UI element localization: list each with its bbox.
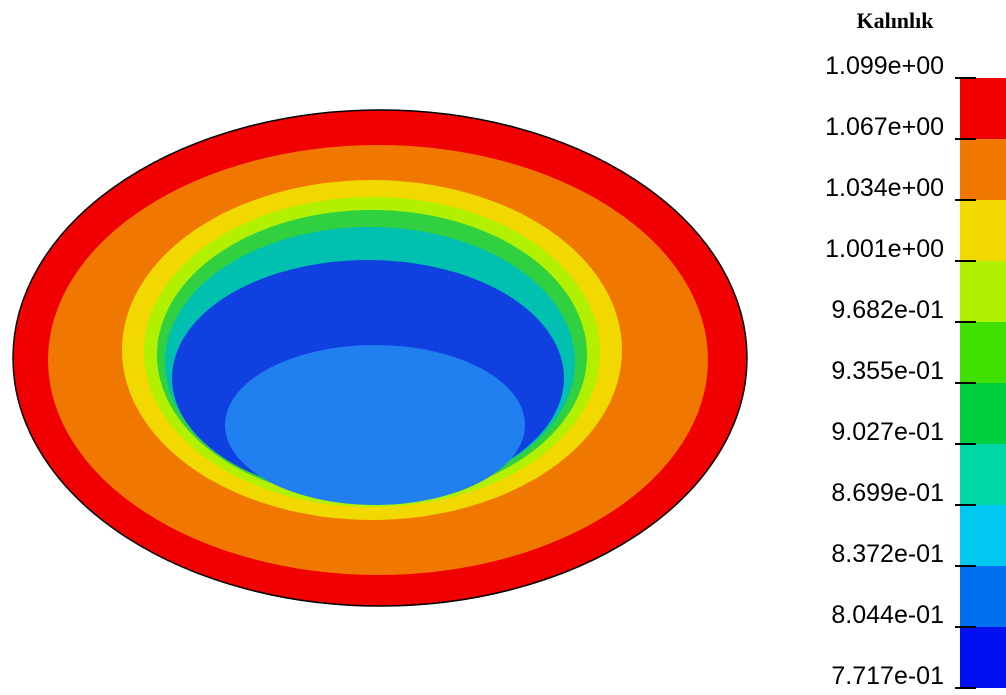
legend-label: 9.355e-01 [831,357,944,385]
legend-label: 9.027e-01 [831,418,944,446]
color-band [960,383,1006,444]
legend-label: 1.099e+00 [825,52,944,80]
color-band [960,200,1006,261]
color-band [960,322,1006,383]
color-band [960,627,1006,688]
color-band [960,139,1006,200]
legend-title: Kalınlık [856,8,934,33]
legend-label: 8.044e-01 [831,601,944,629]
legend-label: 1.001e+00 [825,235,944,263]
legend-label: 9.682e-01 [831,296,944,324]
color-band [960,444,1006,505]
screen: Kalınlık 1.099e+00 1.067e+00 1.034e+00 1.00… [0,0,1006,695]
color-band [960,505,1006,566]
color-band [960,261,1006,322]
color-band [960,78,1006,139]
model-view [13,110,747,606]
legend-label: 8.372e-01 [831,540,944,568]
legend-label: 8.699e-01 [831,479,944,507]
legend-label: 7.717e-01 [831,662,944,690]
legend-label: 1.034e+00 [825,174,944,202]
legend: 1.099e+00 1.067e+00 1.034e+00 1.001e+00 9.68… [825,52,1006,690]
floor [225,345,525,505]
color-band [960,566,1006,627]
legend-label: 1.067e+00 [825,113,944,141]
